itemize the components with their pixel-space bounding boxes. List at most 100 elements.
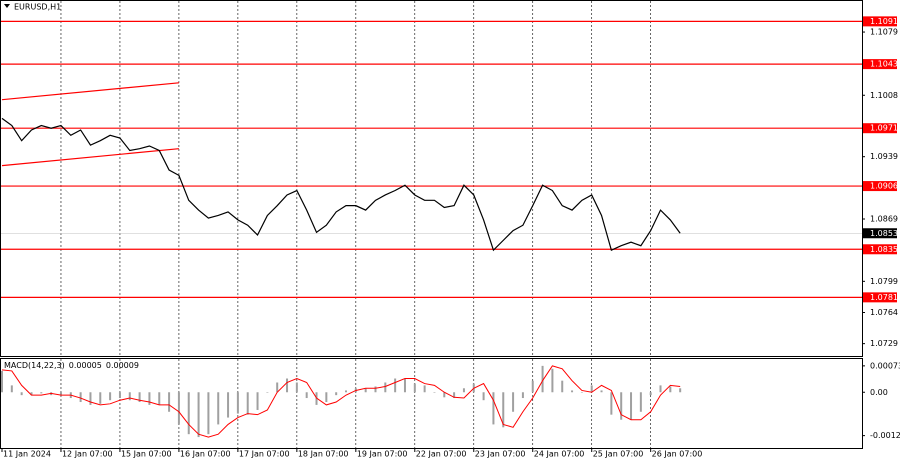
macd-bar	[403, 378, 406, 393]
macd-bar	[571, 390, 574, 393]
level-label: 1.0835	[870, 245, 898, 254]
x-tick-label: 19 Jan 07:00	[357, 450, 408, 459]
macd-bar	[679, 388, 682, 393]
macd-bar	[482, 392, 485, 401]
x-tick-label: 26 Jan 07:00	[652, 450, 703, 459]
macd-bar	[443, 392, 446, 398]
macd-bar	[551, 368, 554, 393]
macd-bar	[669, 386, 672, 393]
macd-bar	[462, 388, 465, 393]
level-label-box	[863, 181, 897, 192]
macd-bar	[600, 390, 603, 393]
signal-line	[1, 365, 681, 438]
macd-bar	[266, 392, 269, 393]
x-tick-label: 24 Jan 07:00	[534, 450, 585, 459]
y-tick-label: 1.0869	[870, 215, 898, 224]
macd-bar	[295, 382, 298, 393]
current-price-label: 1.0853	[870, 229, 898, 238]
macd-bar	[590, 385, 593, 393]
macd-bar	[580, 392, 583, 393]
menu-triangle[interactable]	[4, 4, 10, 8]
macd-bar	[630, 392, 633, 420]
macd-bar	[453, 392, 456, 399]
level-label: 1.0971	[870, 124, 898, 133]
macd-bar	[394, 378, 397, 393]
macd-bar	[148, 392, 151, 405]
macd-y-tick-label: 0.00073	[870, 361, 900, 370]
macd-bar	[128, 392, 131, 401]
macd-bar	[217, 392, 220, 425]
macd-bar	[276, 382, 279, 393]
macd-bar	[521, 392, 524, 399]
macd-bar	[345, 390, 347, 393]
x-tick-label: 25 Jan 07:00	[593, 450, 644, 459]
macd-bar	[99, 392, 102, 404]
macd-bar	[561, 380, 564, 393]
y-tick-label: 1.0939	[870, 152, 898, 161]
macd-bar	[187, 392, 190, 435]
level-label-box	[863, 16, 897, 27]
macd-bar	[610, 392, 613, 415]
main-frame	[0, 0, 863, 357]
signal-value: 0.00009	[106, 361, 139, 370]
level-label: 1.0906	[870, 182, 898, 191]
macd-bar	[89, 392, 92, 405]
macd-bar	[502, 392, 505, 428]
macd-bar	[40, 392, 43, 394]
macd-bar	[197, 392, 200, 438]
macd-bar	[492, 392, 495, 425]
macd-bar	[79, 392, 82, 403]
macd-bar	[423, 385, 426, 393]
level-label: 1.0781	[870, 293, 898, 302]
macd-bar	[286, 378, 289, 393]
y-tick-label: 1.0764	[870, 308, 898, 317]
macd-bar	[158, 392, 161, 405]
macd-bar	[413, 383, 416, 393]
macd-bar	[109, 392, 112, 401]
macd-bar	[236, 392, 239, 414]
macd-bar	[512, 392, 515, 412]
level-label-box	[863, 292, 897, 303]
macd-bar	[433, 392, 436, 393]
macd-bar	[639, 392, 642, 412]
macd-bar	[118, 392, 121, 399]
macd-bar	[138, 392, 141, 403]
macd-bar	[20, 392, 23, 396]
macd-bar	[177, 392, 180, 425]
x-tick-label: 11 Jan 2024	[3, 450, 51, 459]
x-tick-label: 23 Jan 07:00	[475, 450, 526, 459]
macd-bar	[649, 392, 652, 396]
level-label-box	[863, 123, 897, 134]
macd-title: MACD(14,22,3) 0.00005 0.00009	[4, 361, 139, 370]
macd-bar	[168, 392, 171, 412]
macd-bar	[384, 382, 387, 393]
level-label: 1.1043	[870, 60, 898, 69]
level-label-box	[863, 244, 897, 255]
price-line	[1, 117, 681, 252]
macd-bar	[10, 385, 13, 393]
y-tick-label: 1.0799	[870, 277, 898, 286]
level-label: 1.1091	[870, 17, 898, 26]
macd-bar	[59, 392, 62, 396]
macd-bar	[659, 385, 662, 393]
macd-frame	[0, 358, 863, 449]
x-tick-label: 16 Jan 07:00	[180, 450, 231, 459]
macd-bar	[374, 386, 377, 393]
macd-bar	[30, 392, 33, 396]
macd-bar	[364, 388, 367, 393]
y-tick-label: 1.0729	[870, 339, 898, 348]
x-tick-label: 15 Jan 07:00	[121, 450, 172, 459]
x-tick-label: 22 Jan 07:00	[416, 450, 467, 459]
y-tick-label: 1.1008	[870, 91, 898, 100]
macd-bar	[1, 370, 3, 393]
channel-line	[1, 82, 179, 101]
x-tick-label: 17 Jan 07:00	[239, 450, 290, 459]
x-tick-label: 18 Jan 07:00	[298, 450, 349, 459]
macd-y-tick-label: -0.0012	[870, 431, 900, 440]
macd-value: 0.00005	[69, 361, 102, 370]
macd-bar	[246, 392, 249, 415]
symbol-title: EURUSD,H1	[14, 3, 61, 12]
level-label-box	[863, 59, 897, 70]
macd-y-tick-label: 0.00	[870, 388, 888, 397]
macd-bar	[531, 380, 534, 393]
